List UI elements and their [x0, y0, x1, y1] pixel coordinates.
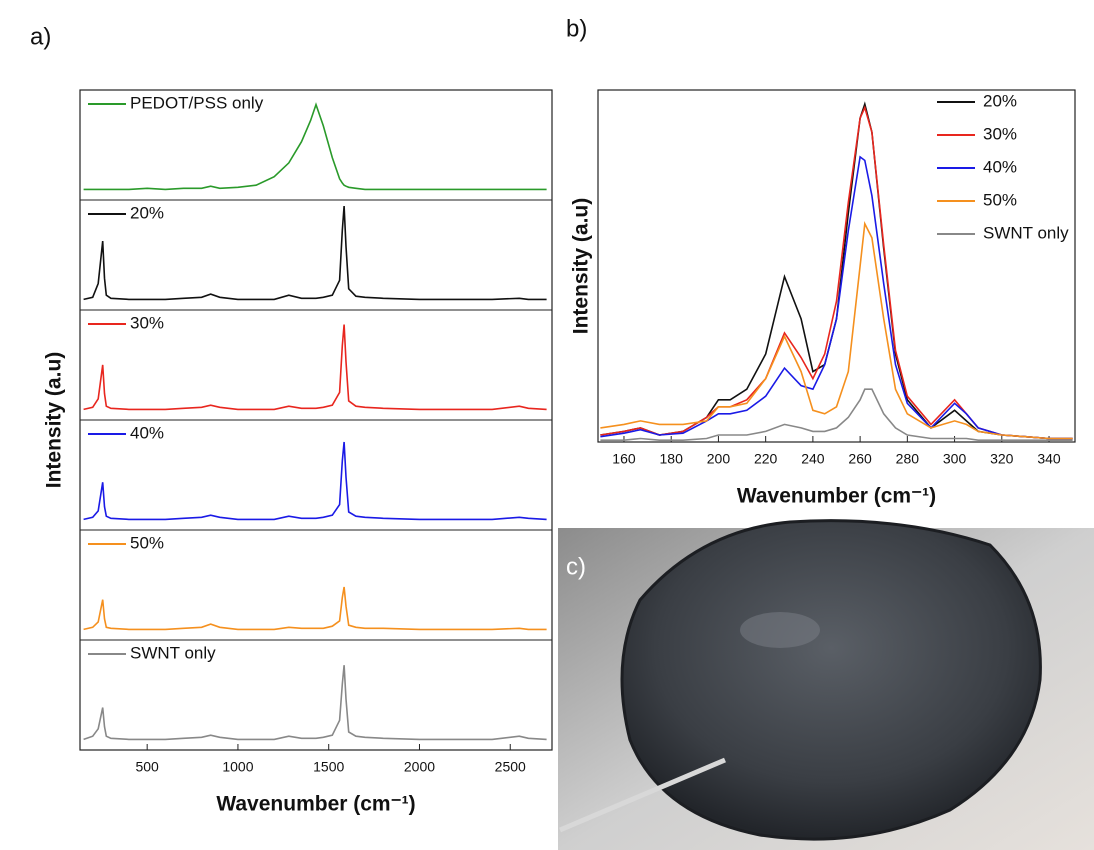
legend-label: 40%	[130, 423, 164, 442]
legend-label: 50%	[130, 533, 164, 552]
x-tick-label: 500	[135, 759, 159, 775]
legend-label: 20%	[130, 203, 164, 222]
x-tick-label: 1000	[222, 759, 253, 775]
spectrum-line	[83, 441, 547, 521]
x-tick-label: 300	[943, 451, 967, 467]
x-tick-label: 220	[754, 451, 778, 467]
spectrum-line	[600, 221, 1073, 440]
photo-panel: c)	[558, 519, 1094, 850]
x-tick-label: 320	[990, 451, 1014, 467]
spectrum-line	[83, 586, 547, 631]
x-tick-label: 240	[801, 451, 825, 467]
x-tick-label: 340	[1037, 451, 1061, 467]
spectrum-line	[600, 388, 1073, 441]
legend-label: 30%	[983, 124, 1017, 143]
plot-frame	[597, 89, 1076, 443]
x-axis-title: Wavenumber (cm⁻¹)	[737, 485, 936, 508]
tweezer	[559, 757, 726, 833]
x-tick-label: 280	[896, 451, 920, 467]
x-tick-label: 2000	[404, 759, 435, 775]
legend-label: 20%	[983, 91, 1017, 110]
film-disc	[620, 519, 1042, 841]
spectrum-line	[83, 665, 547, 741]
x-tick-label: 160	[612, 451, 636, 467]
panel-label: a)	[30, 23, 51, 50]
film-reflection	[740, 612, 820, 648]
x-tick-label: 200	[707, 451, 731, 467]
x-tick-label: 1500	[313, 759, 344, 775]
panel-label: c)	[566, 553, 586, 580]
legend-label: SWNT only	[983, 223, 1069, 242]
y-axis-title: Intensity (a.u)	[43, 352, 66, 489]
y-axis-title: Intensity (a.u)	[570, 198, 593, 335]
spectrum-line	[83, 206, 547, 301]
spectrum-line	[83, 324, 547, 411]
spectrum-line	[600, 101, 1073, 440]
legend-label: 50%	[983, 190, 1017, 209]
legend-label: 30%	[130, 313, 164, 332]
x-tick-label: 2500	[495, 759, 526, 775]
legend-label: SWNT only	[130, 643, 216, 662]
x-tick-label: 180	[660, 451, 684, 467]
spectrum-line	[83, 102, 547, 191]
legend-label: PEDOT/PSS only	[130, 93, 264, 112]
x-tick-label: 260	[848, 451, 872, 467]
x-axis-title: Wavenumber (cm⁻¹)	[216, 793, 415, 816]
spectrum-line	[600, 155, 1073, 440]
panel-label: b)	[566, 15, 587, 42]
legend-label: 40%	[983, 157, 1017, 176]
